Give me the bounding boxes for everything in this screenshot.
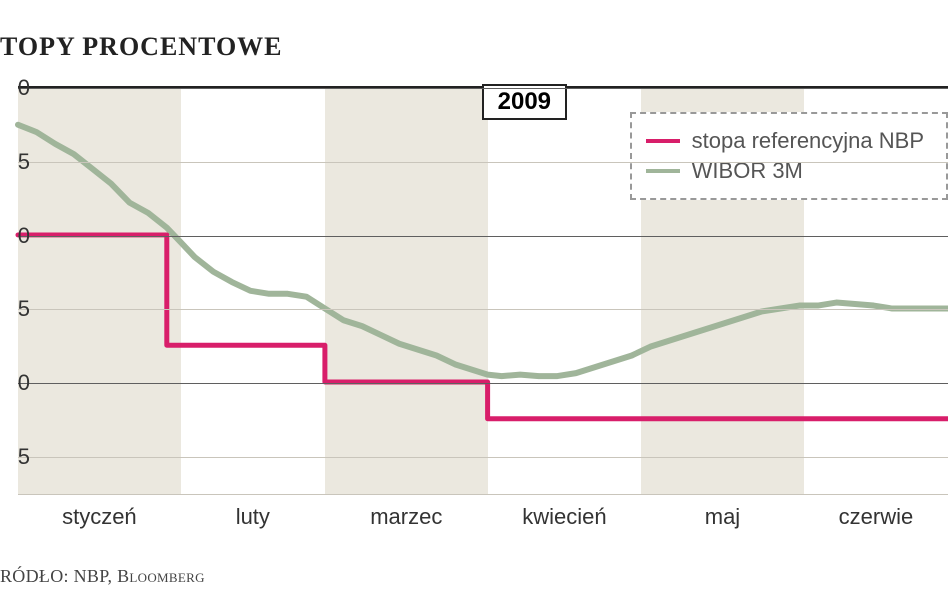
legend-item: stopa referencyjna NBP: [646, 128, 924, 154]
y-tick-label: 0: [14, 75, 30, 101]
x-tick-label: kwiecień: [522, 504, 606, 530]
legend-swatch: [646, 169, 680, 173]
x-tick-label: maj: [705, 504, 740, 530]
chart-area: 2009 stopa referencyjna NBPWIBOR 3M 5050…: [18, 86, 948, 534]
gridline: [18, 309, 948, 310]
x-tick-label: czerwie: [839, 504, 914, 530]
y-tick-label: 0: [14, 370, 30, 396]
gridline: [18, 162, 948, 163]
baseline: [18, 494, 948, 495]
gridline: [18, 383, 948, 384]
y-tick-label: 5: [14, 296, 30, 322]
y-tick-label: 5: [14, 149, 30, 175]
gridline: [18, 236, 948, 237]
gridline: [18, 88, 948, 89]
y-tick-label: 0: [14, 223, 30, 249]
legend: stopa referencyjna NBPWIBOR 3M: [630, 112, 948, 200]
chart-title: TOPY PROCENTOWE: [0, 32, 283, 62]
gridline: [18, 457, 948, 458]
legend-swatch: [646, 139, 680, 143]
y-tick-label: 5: [14, 444, 30, 470]
x-tick-label: styczeń: [62, 504, 137, 530]
year-label-box: 2009: [482, 84, 567, 120]
source-attribution: RÓDŁO: NBP, Bloomberg: [0, 566, 205, 587]
series-line: [18, 235, 948, 419]
legend-label: stopa referencyjna NBP: [692, 128, 924, 154]
x-tick-label: marzec: [370, 504, 442, 530]
x-tick-label: luty: [236, 504, 270, 530]
